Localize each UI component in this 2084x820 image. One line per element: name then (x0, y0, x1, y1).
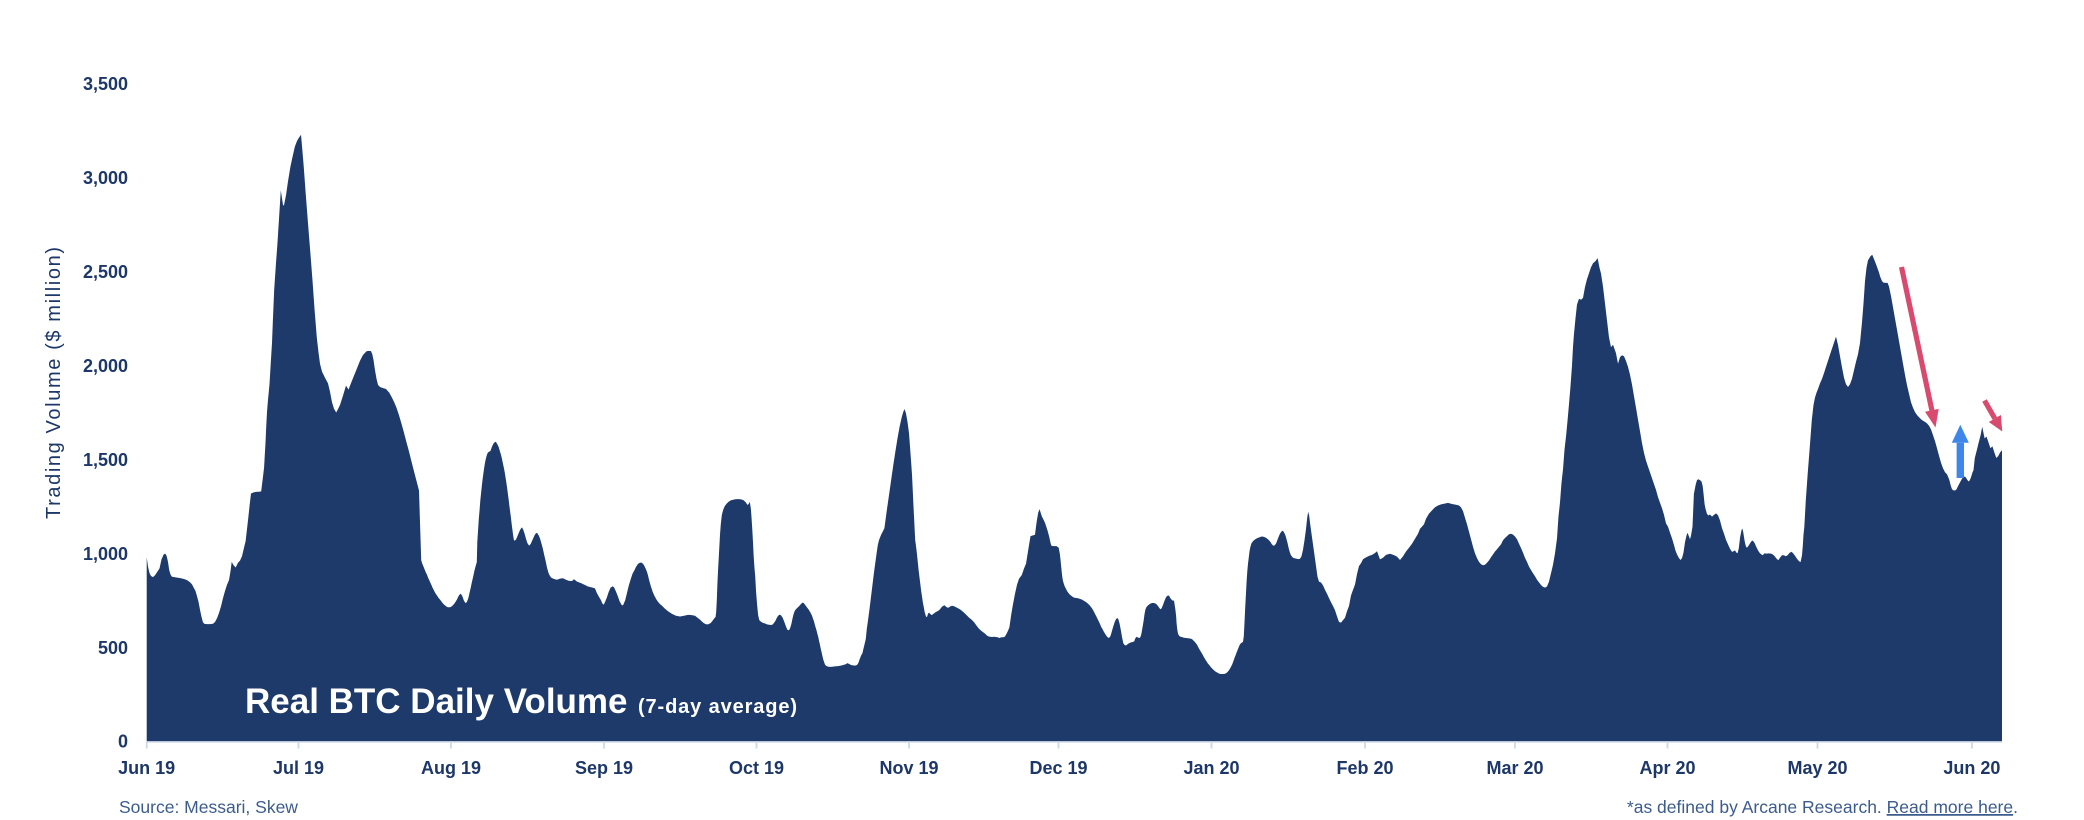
svg-text:3,500: 3,500 (83, 74, 128, 94)
svg-text:0: 0 (118, 732, 128, 752)
svg-text:Jan 20: Jan 20 (1183, 758, 1239, 778)
svg-text:Jun 20: Jun 20 (1943, 758, 2000, 778)
svg-text:Jun 19: Jun 19 (118, 758, 175, 778)
svg-text:2,000: 2,000 (83, 356, 128, 376)
svg-text:*as defined by Arcane Research: *as defined by Arcane Research. Read mor… (1627, 797, 2018, 817)
svg-text:2,500: 2,500 (83, 262, 128, 282)
svg-text:1,000: 1,000 (83, 544, 128, 564)
svg-text:Real BTC Daily Volume: Real BTC Daily Volume (245, 682, 628, 721)
svg-text:Dec 19: Dec 19 (1029, 758, 1087, 778)
svg-text:Nov 19: Nov 19 (879, 758, 938, 778)
svg-text:Apr 20: Apr 20 (1639, 758, 1695, 778)
svg-text:Aug 19: Aug 19 (421, 758, 481, 778)
svg-text:3,000: 3,000 (83, 168, 128, 188)
svg-text:Oct 19: Oct 19 (729, 758, 784, 778)
svg-text:500: 500 (98, 638, 128, 658)
svg-text:Jul 19: Jul 19 (273, 758, 324, 778)
svg-text:(7-day average): (7-day average) (638, 696, 797, 718)
svg-text:Feb 20: Feb 20 (1336, 758, 1393, 778)
svg-text:1,500: 1,500 (83, 450, 128, 470)
svg-text:Sep 19: Sep 19 (575, 758, 633, 778)
svg-text:May 20: May 20 (1787, 758, 1847, 778)
svg-text:Trading Volume ($ million): Trading Volume ($ million) (43, 247, 65, 519)
svg-text:Source: Messari, Skew: Source: Messari, Skew (119, 797, 298, 817)
svg-text:Mar 20: Mar 20 (1486, 758, 1543, 778)
